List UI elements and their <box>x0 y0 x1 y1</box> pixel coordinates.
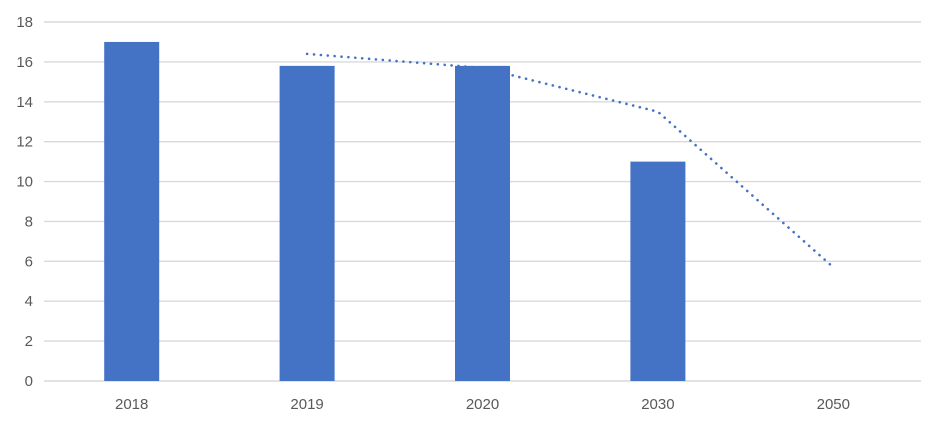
y-tick-label-12: 12 <box>16 134 33 151</box>
x-tick-label-2020: 2020 <box>466 396 499 413</box>
y-tick-label-18: 18 <box>16 14 33 31</box>
x-tick-label-2018: 2018 <box>115 396 148 413</box>
projection-line <box>305 52 835 269</box>
y-tick-label-8: 8 <box>25 213 33 230</box>
x-tick-label-2050: 2050 <box>817 396 850 413</box>
x-tick-label-2030: 2030 <box>641 396 674 413</box>
y-tick-label-10: 10 <box>16 174 33 191</box>
bar-2019 <box>279 65 335 381</box>
y-tick-label-4: 4 <box>25 293 33 310</box>
y-tick-label-16: 16 <box>16 54 33 71</box>
y-tick-label-6: 6 <box>25 253 33 270</box>
x-tick-label-2019: 2019 <box>290 396 323 413</box>
bar-2030 <box>630 161 686 381</box>
y-tick-label-2: 2 <box>25 333 33 350</box>
y-tick-label-14: 14 <box>16 94 33 111</box>
y-tick-label-0: 0 <box>25 373 33 390</box>
bar-2020 <box>455 65 510 381</box>
bar-2018 <box>104 41 160 381</box>
